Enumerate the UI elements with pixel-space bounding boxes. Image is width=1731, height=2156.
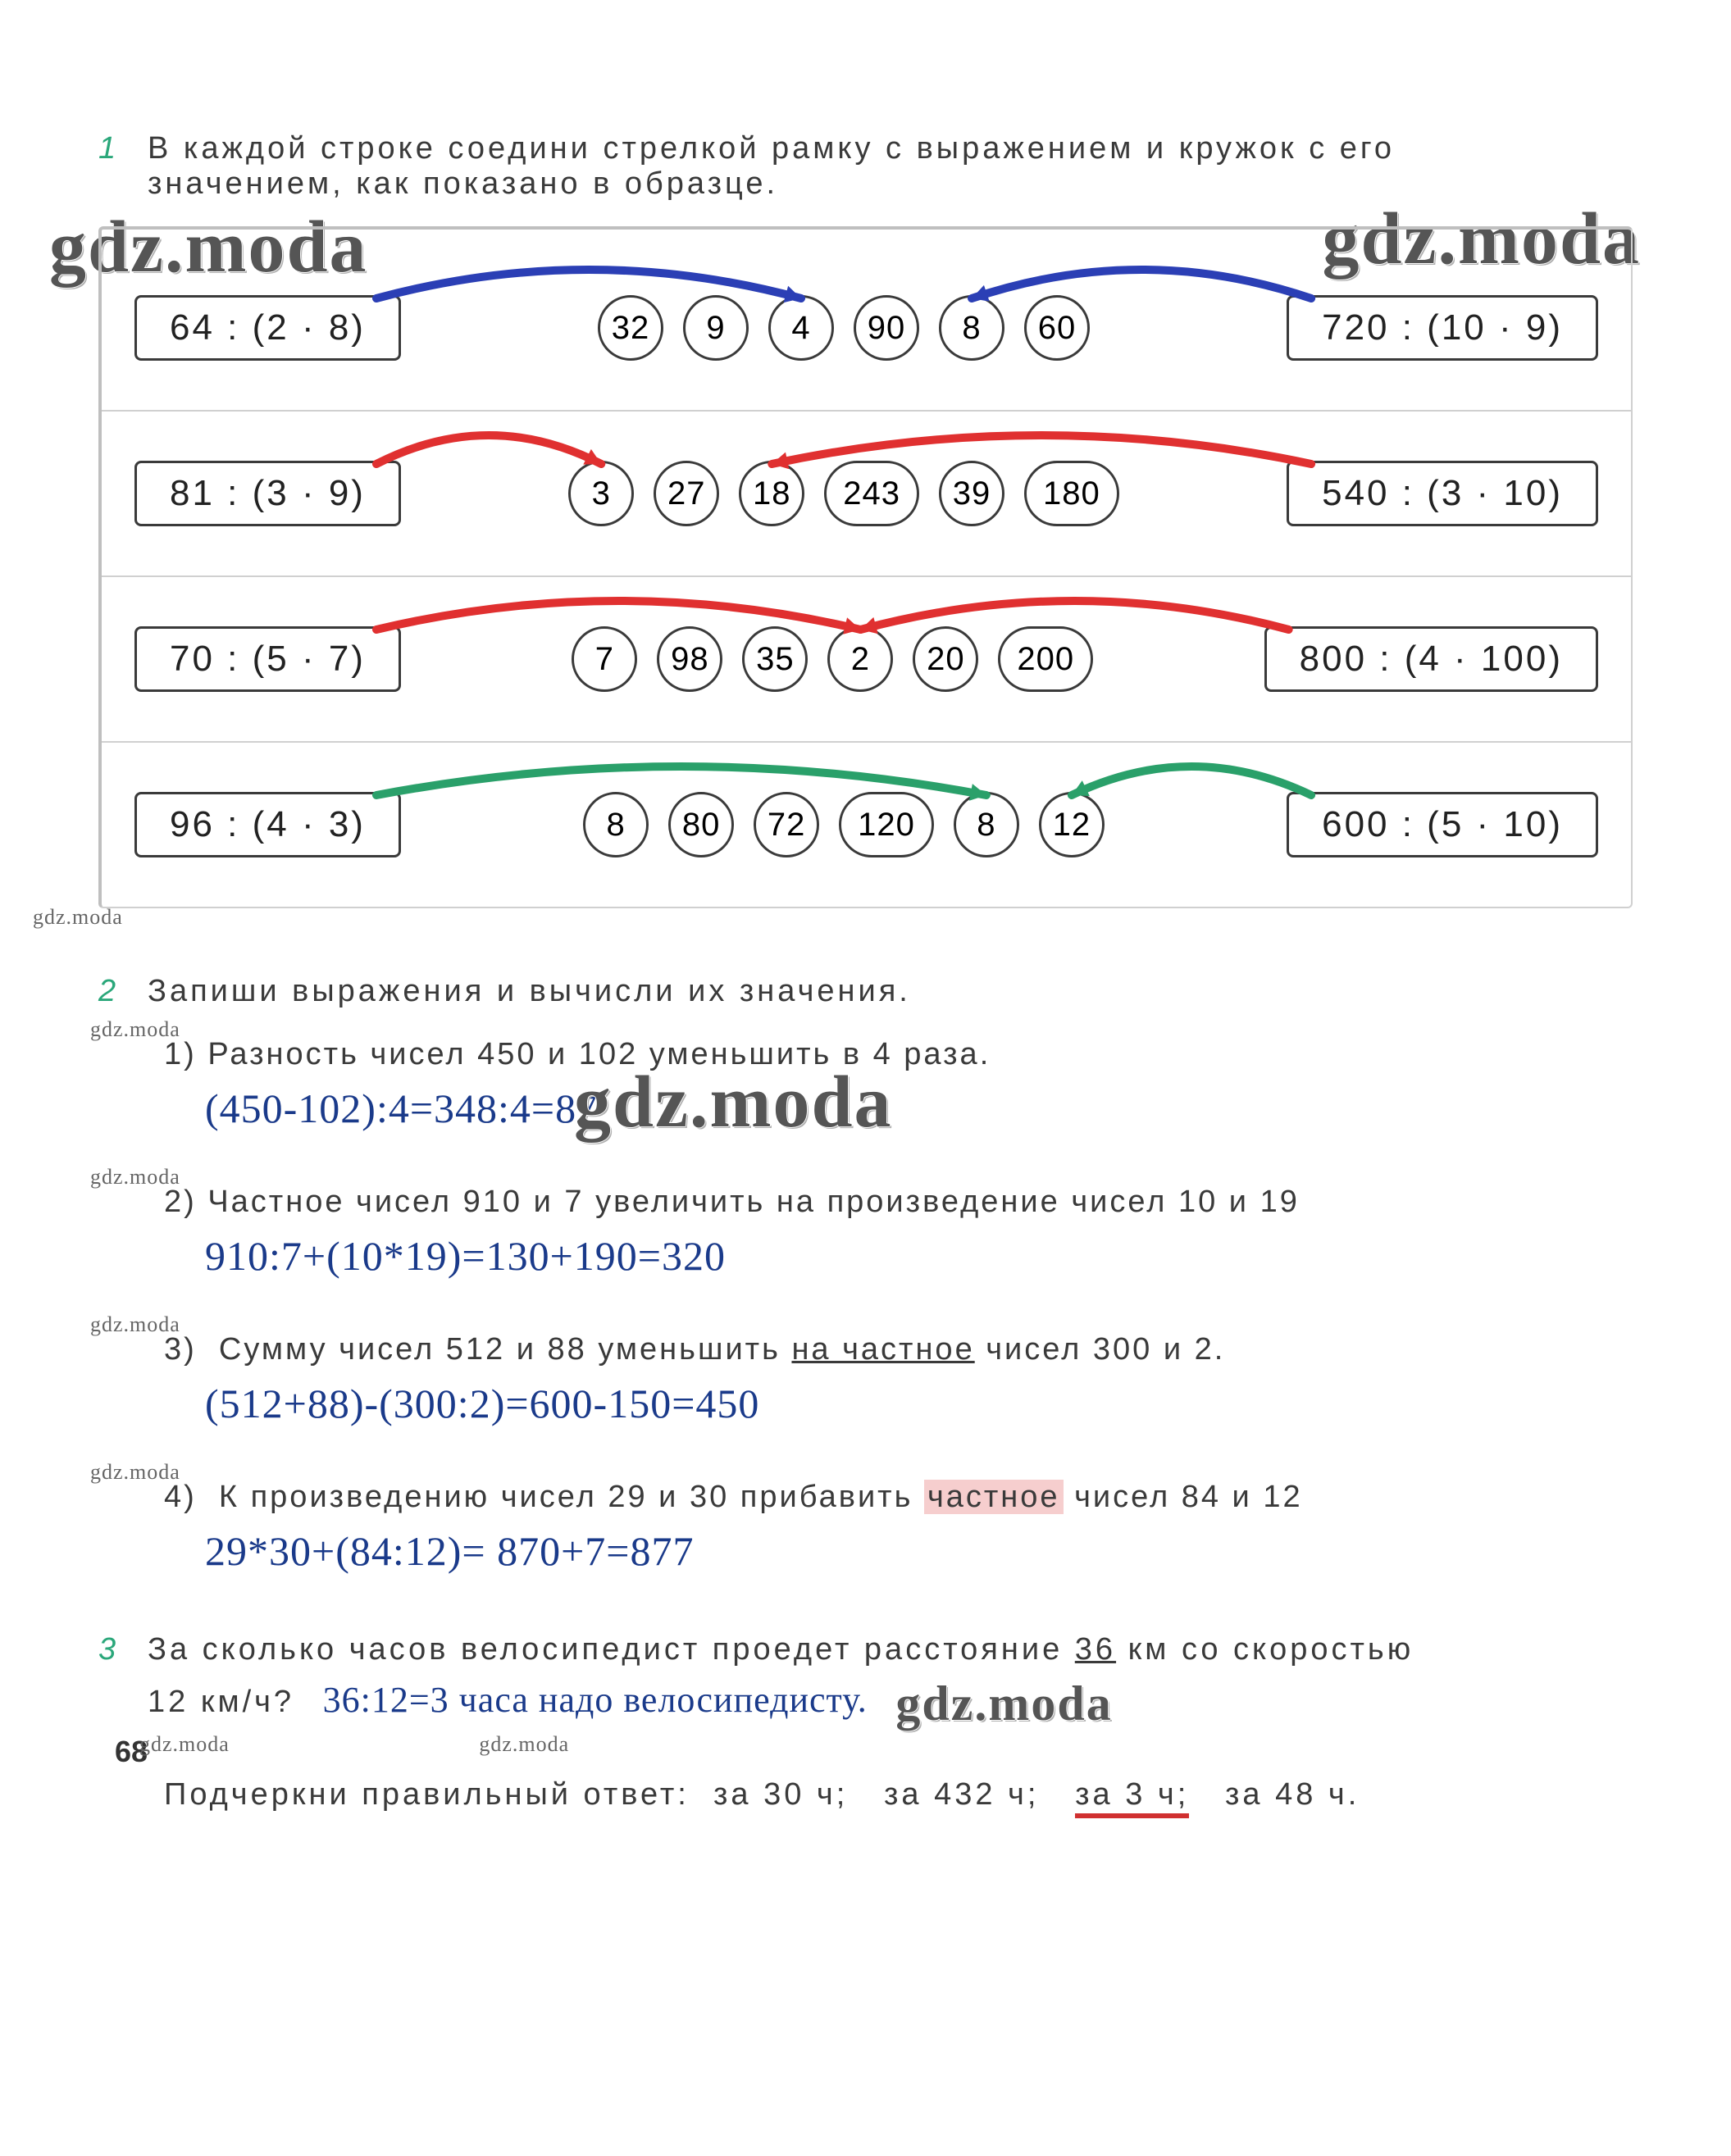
task2-number: 2 (98, 974, 148, 1009)
answer-circle: 80 (668, 792, 734, 857)
watermark-small-a: gdz.moda (33, 905, 123, 930)
answer-circle: 20 (913, 626, 978, 692)
answer-circles: 3 27 18 243 39 180 (568, 461, 1119, 526)
task3-text: За сколько часов велосипедист проедет ра… (148, 1632, 1633, 1759)
task3-option-correct: за 3 ч; (1075, 1777, 1189, 1818)
exercise1-row: 70 : (5 · 7) 7 98 35 2 20 200 800 : (4 · 100) (102, 577, 1631, 743)
expression-right: 720 : (10 · 9) (1287, 295, 1598, 361)
task2-answer: 910:7+(10*19)=130+190=320 (205, 1232, 1633, 1280)
task1-text-line2: значением, как показано в образце. (148, 166, 778, 201)
answer-circle: 2 (827, 626, 893, 692)
answer-circle: 4 (768, 295, 834, 361)
answer-circle: 8 (583, 792, 649, 857)
answer-circle: 32 (598, 295, 663, 361)
task2-header: 2 Запиши выражения и вычисли их значения… (98, 974, 1633, 1009)
task3-options: Подчеркни правильный ответ: за 30 ч; за … (164, 1777, 1633, 1813)
answer-circle: 98 (657, 626, 722, 692)
answer-circle: 7 (572, 626, 637, 692)
answer-circles: 7 98 35 2 20 200 (572, 626, 1093, 692)
answer-circle: 120 (839, 792, 934, 857)
page-number: 68 (115, 1735, 148, 1768)
expression-left: 81 : (3 · 9) (134, 461, 401, 526)
answer-circle: 8 (939, 295, 1004, 361)
task2-question: 4) К произведению чисел 29 и 30 прибавит… (164, 1480, 1633, 1515)
task3-number: 3 (98, 1632, 148, 1667)
exercise1-box: 64 : (2 · 8)329490860720 : (10 · 9)81 : … (98, 226, 1633, 908)
answer-circle: 9 (683, 295, 749, 361)
task2-title: Запиши выражения и вычисли их значения. (148, 974, 1633, 1009)
task3-option: за 30 ч; (713, 1777, 848, 1812)
expression-left: 64 : (2 · 8) (134, 295, 401, 361)
task3-line2a: 12 км/ч? (148, 1685, 294, 1719)
answer-circle: 72 (754, 792, 819, 857)
watermark-small-t3b: gdz.moda (479, 1732, 569, 1756)
expression-right: 540 : (3 · 10) (1287, 461, 1598, 526)
expression-left: 70 : (5 · 7) (134, 626, 401, 692)
answer-circle: 60 (1024, 295, 1090, 361)
task2-answer: 29*30+(84:12)= 870+7=877 (205, 1527, 1633, 1575)
task1-text-line1: В каждой строке соедини стрелкой рамку с… (148, 131, 1395, 166)
task3-option: за 48 ч. (1225, 1777, 1360, 1812)
task2-items: gdz.moda1) Разность чисел 450 и 102 умен… (98, 1017, 1633, 1575)
answer-circle: 18 (739, 461, 804, 526)
answer-circles: 8 80 72 120 8 12 (583, 792, 1105, 857)
task1-number: 1 (98, 131, 148, 166)
answer-circle: 3 (568, 461, 634, 526)
answer-circle: 180 (1024, 461, 1119, 526)
answer-circle: 12 (1039, 792, 1105, 857)
task1-header: 1 В каждой строке соедини стрелкой рамку… (98, 131, 1633, 202)
task2-answer: (450-102):4=348:4=87 (205, 1085, 1633, 1132)
answer-circle: 243 (824, 461, 919, 526)
task3-option: за 432 ч; (884, 1777, 1039, 1812)
answer-circle: 35 (742, 626, 808, 692)
page: 1 В каждой строке соедини стрелкой рамку… (0, 0, 1731, 1886)
watermark-large-4: gdz.moda (895, 1676, 1112, 1732)
expression-right: 800 : (4 · 100) (1264, 626, 1598, 692)
task1-text: В каждой строке соедини стрелкой рамку с… (148, 131, 1633, 202)
expression-left: 96 : (4 · 3) (134, 792, 401, 857)
answer-circle: 200 (998, 626, 1093, 692)
task3-line1: За сколько часов велосипедист проедет ра… (148, 1632, 1414, 1667)
exercise1-row: 96 : (4 · 3) 8 80 72 120 8 12 600 : (5 · 10) (102, 743, 1631, 907)
task3-header: 3 За сколько часов велосипедист проедет … (98, 1632, 1633, 1759)
task2-question: 3) Сумму чисел 512 и 88 уменьшить на час… (164, 1332, 1633, 1367)
answer-circles: 32 94 90 8 60 (598, 295, 1090, 361)
task3-answer: 36:12=3 часа надо велосипедисту. (323, 1680, 868, 1720)
answer-circle: 27 (654, 461, 719, 526)
exercise1-row: 64 : (2 · 8) 32 94 90 8 60 720 : (10 · 9) (102, 246, 1631, 412)
task2-question: 2) Частное чисел 910 и 7 увеличить на пр… (164, 1185, 1633, 1220)
task3-prefix: Подчеркни правильный ответ: (164, 1777, 690, 1812)
answer-circle: 39 (939, 461, 1004, 526)
expression-right: 600 : (5 · 10) (1287, 792, 1598, 857)
task3-options-line: Подчеркни правильный ответ: за 30 ч; за … (164, 1777, 1633, 1813)
task2-question: 1) Разность чисел 450 и 102 уменьшить в … (164, 1037, 1633, 1072)
exercise1-row: 81 : (3 · 9) 3 27 18 243 39 180 540 : (3 · 10) (102, 412, 1631, 577)
task2-answer: (512+88)-(300:2)=600-150=450 (205, 1380, 1633, 1427)
watermark-small-t3a: gdz.moda (139, 1732, 230, 1756)
answer-circle: 90 (854, 295, 919, 361)
answer-circle: 8 (954, 792, 1019, 857)
